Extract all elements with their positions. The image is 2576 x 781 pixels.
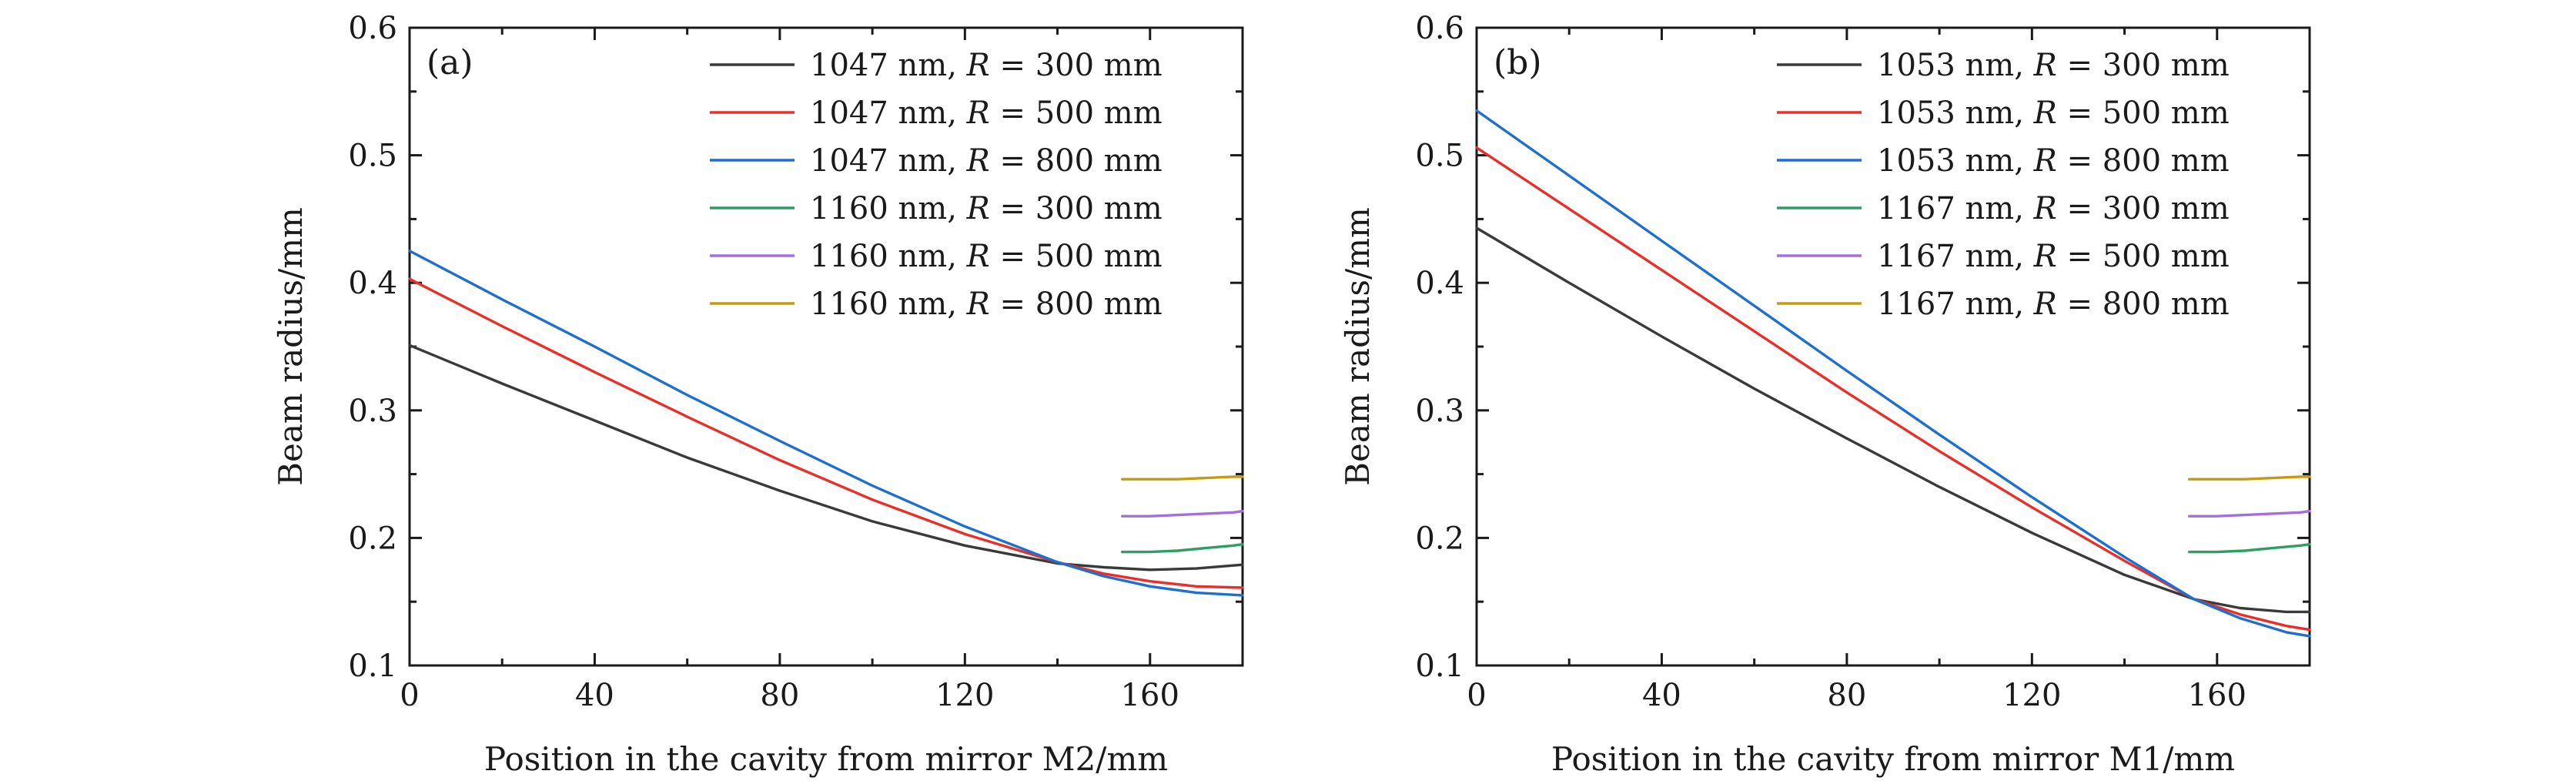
series-line-3 — [1475, 109, 2311, 638]
x-tick-label: 80 — [1827, 678, 1866, 713]
legend-variable: R — [2033, 191, 2057, 226]
legend-variable: R — [966, 48, 990, 83]
series-line-4 — [1121, 543, 1244, 554]
legend-prefix: 1160 nm, — [810, 239, 967, 274]
legend-entry: 1053 nm, R = 800 mm — [1877, 143, 2230, 179]
x-tick-label: 160 — [1121, 678, 1179, 713]
legend-suffix: = 800 mm — [2057, 287, 2230, 322]
y-axis-title: Beam radius/mm — [1339, 207, 1377, 486]
x-tick-label: 40 — [1642, 678, 1681, 713]
legend-prefix: 1160 nm, — [810, 191, 967, 226]
series-line-2 — [1475, 146, 2311, 632]
legend-entry: 1167 nm, R = 500 mm — [1877, 239, 2230, 274]
series-line-6 — [2188, 475, 2311, 481]
x-tick-label: 0 — [400, 678, 419, 713]
legend-entry: 1160 nm, R = 500 mm — [810, 239, 1163, 274]
legend-suffix: = 300 mm — [990, 48, 1163, 83]
series-line-5 — [2188, 509, 2311, 518]
legend-prefix: 1047 nm, — [810, 143, 967, 179]
legend-prefix: 1053 nm, — [1877, 96, 2034, 131]
series-line-1 — [1475, 226, 2311, 614]
x-tick-label: 160 — [2188, 678, 2246, 713]
y-tick-label: 0.4 — [348, 266, 397, 301]
legend-variable: R — [2033, 143, 2057, 179]
legend-variable: R — [2033, 287, 2057, 322]
legend-variable: R — [966, 239, 990, 274]
y-tick-label: 0.6 — [1415, 11, 1464, 46]
y-tick-label: 0.3 — [348, 394, 397, 429]
legend-variable: R — [966, 96, 990, 131]
legend-prefix: 1053 nm, — [1877, 48, 2034, 83]
legend-suffix: = 500 mm — [2057, 239, 2230, 274]
x-axis-title: Position in the cavity from mirror M2/mm — [484, 740, 1168, 778]
legend-prefix: 1167 nm, — [1877, 191, 2034, 226]
legend-suffix: = 500 mm — [990, 96, 1163, 131]
legend-variable: R — [2033, 96, 2057, 131]
legend-suffix: = 300 mm — [990, 191, 1163, 226]
x-tick-label: 40 — [575, 678, 614, 713]
series-line-1 — [408, 344, 1244, 572]
y-axis-title: Beam radius/mm — [272, 207, 309, 486]
x-tick-label: 120 — [935, 678, 994, 713]
legend-entry: 1047 nm, R = 500 mm — [810, 96, 1163, 131]
legend-entry: 1053 nm, R = 300 mm — [1877, 48, 2230, 83]
legend-variable: R — [2033, 239, 2057, 274]
y-tick-label: 0.5 — [348, 139, 397, 174]
legend-entry: 1047 nm, R = 800 mm — [810, 143, 1163, 179]
legend-suffix: = 300 mm — [2057, 191, 2230, 226]
panel-label: (b) — [1494, 43, 1542, 82]
legend-prefix: 1047 nm, — [810, 48, 967, 83]
panel-label: (a) — [427, 43, 473, 82]
legend-entry: 1160 nm, R = 800 mm — [810, 287, 1163, 322]
series-line-6 — [1121, 475, 1244, 481]
legend-suffix: = 800 mm — [990, 143, 1163, 179]
legend-variable: R — [966, 191, 990, 226]
series-line-3 — [408, 250, 1244, 597]
legend-entry: 1160 nm, R = 300 mm — [810, 191, 1163, 226]
legend-variable: R — [966, 143, 990, 179]
y-tick-label: 0.6 — [348, 11, 397, 46]
legend-suffix: = 500 mm — [990, 239, 1163, 274]
legend-prefix: 1167 nm, — [1877, 287, 2034, 322]
y-tick-label: 0.2 — [1415, 521, 1464, 556]
y-tick-label: 0.5 — [1415, 139, 1464, 174]
legend-prefix: 1167 nm, — [1877, 239, 2034, 274]
panel-b: 0 40 80 120 160 0.1 0.2 0.3 0.4 0.5 0.6 Position in… — [1339, 11, 2311, 778]
y-tick-label: 0.2 — [348, 521, 397, 556]
legend-suffix: = 500 mm — [2057, 96, 2230, 131]
x-tick-label: 0 — [1467, 678, 1486, 713]
legend-variable: R — [966, 287, 990, 322]
legend-prefix: 1047 nm, — [810, 96, 967, 131]
x-tick-label: 120 — [2002, 678, 2061, 713]
legend-variable: R — [2033, 48, 2057, 83]
legend-entry: 1047 nm, R = 300 mm — [810, 48, 1163, 83]
legend-entry: 1167 nm, R = 300 mm — [1877, 191, 2230, 226]
y-tick-label: 0.1 — [1415, 649, 1464, 684]
x-axis-title: Position in the cavity from mirror M1/mm — [1551, 740, 2235, 778]
series-line-4 — [2188, 543, 2311, 554]
y-tick-label: 0.1 — [348, 649, 397, 684]
y-tick-label: 0.4 — [1415, 266, 1464, 301]
legend-suffix: = 800 mm — [990, 287, 1163, 322]
panel-a: 0 40 80 120 160 0.1 0.2 0.3 0.4 0.5 0.6 Position in… — [272, 11, 1244, 778]
legend-suffix: = 300 mm — [2057, 48, 2230, 83]
legend-prefix: 1160 nm, — [810, 287, 967, 322]
series-line-5 — [1121, 509, 1244, 518]
legend-entry: 1167 nm, R = 800 mm — [1877, 287, 2230, 322]
x-tick-label: 80 — [760, 678, 799, 713]
legend-entry: 1053 nm, R = 500 mm — [1877, 96, 2230, 131]
legend-suffix: = 800 mm — [2057, 143, 2230, 179]
y-tick-label: 0.3 — [1415, 394, 1464, 429]
legend-prefix: 1053 nm, — [1877, 143, 2034, 179]
series-line-2 — [408, 277, 1244, 589]
